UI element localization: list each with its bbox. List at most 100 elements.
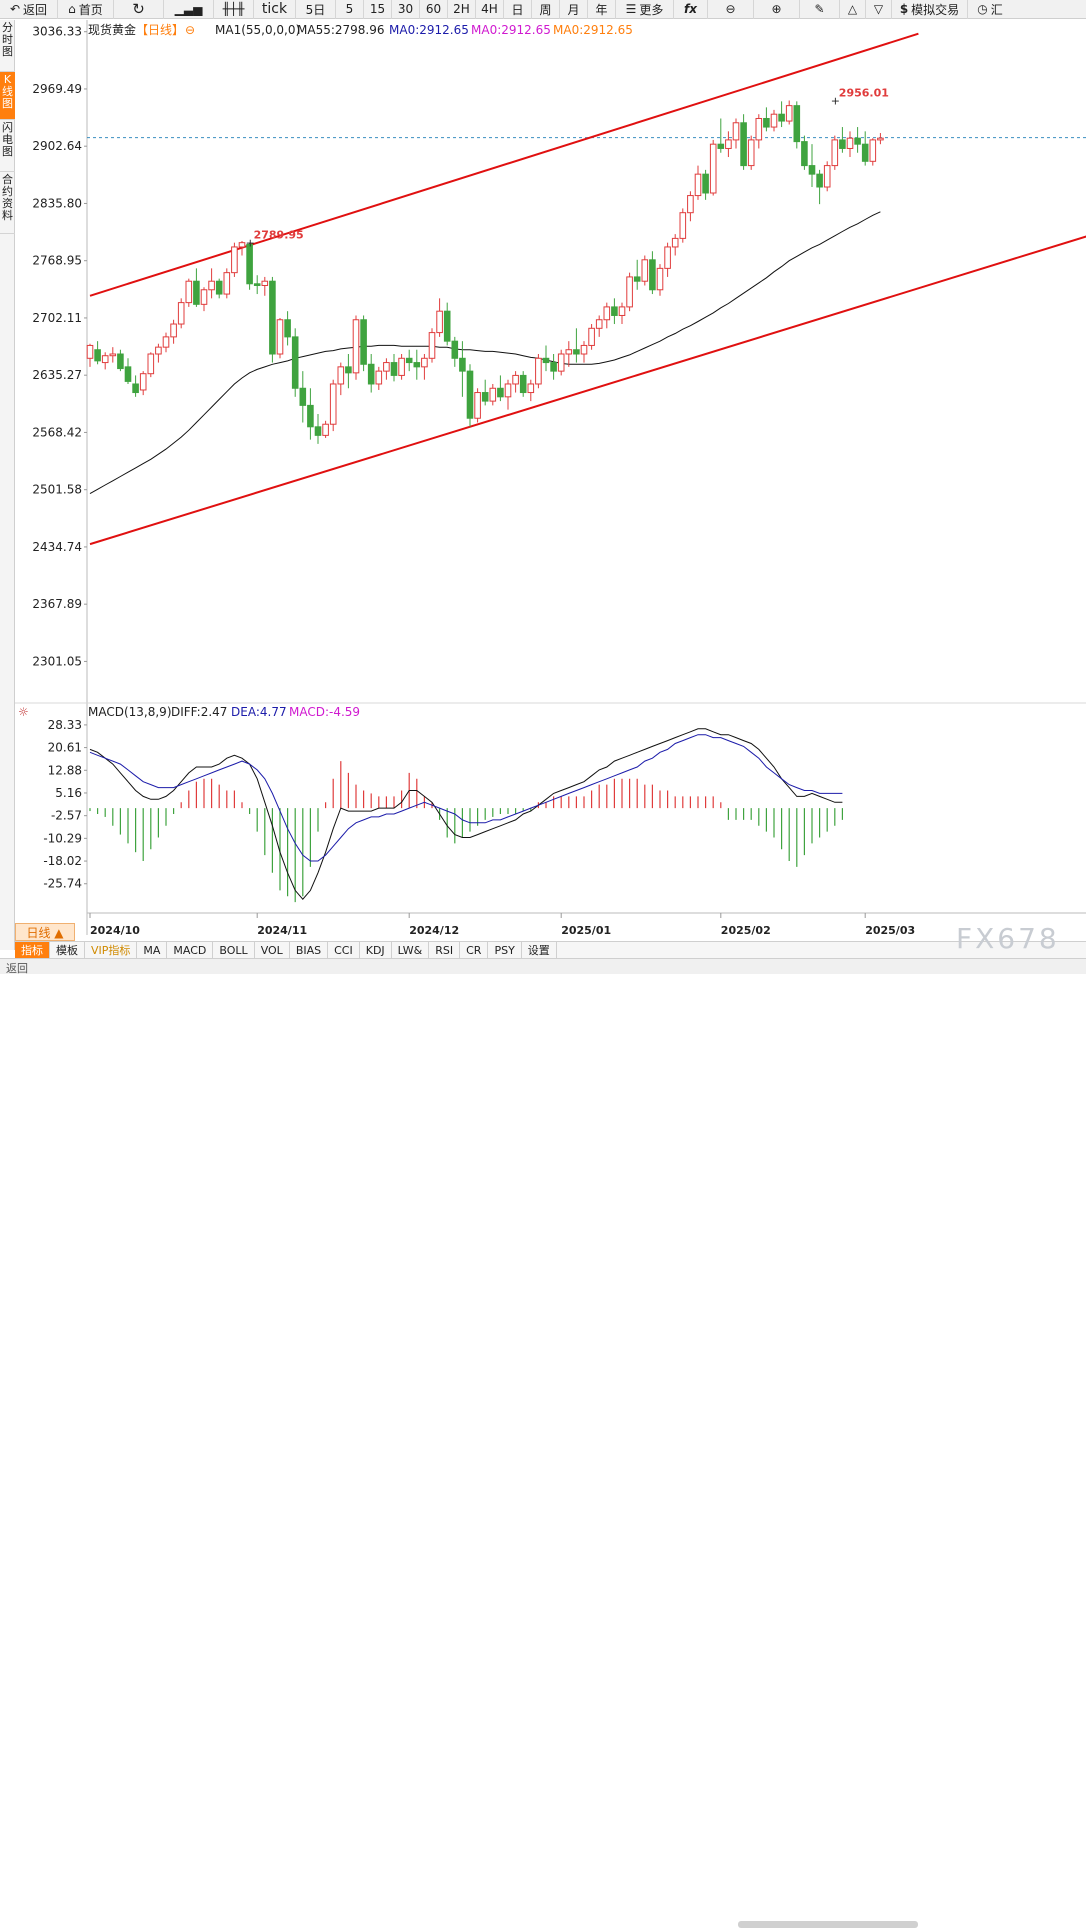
candle-body — [755, 117, 763, 141]
year-button[interactable]: 年 — [588, 0, 616, 19]
legend-period: 【日线】 — [136, 23, 184, 37]
tab-indicator-6[interactable]: VOL — [255, 941, 290, 959]
candle-body — [611, 306, 618, 316]
watermark-text: FX678 — [956, 922, 1060, 955]
candle-body — [269, 280, 276, 355]
tab-indicator-8[interactable]: CCI — [328, 941, 360, 959]
pencil-icon: ✎ — [814, 2, 825, 16]
candle-type-button[interactable]: ╫┼╫ — [214, 0, 254, 19]
tab-indicator-9[interactable]: KDJ — [360, 941, 392, 959]
period-selector[interactable]: 日线 ▲ — [15, 923, 75, 941]
tab-indicator-2[interactable]: VIP指标 — [85, 941, 138, 959]
candle-body — [725, 139, 732, 149]
tab-indicator-12[interactable]: CR — [460, 941, 489, 959]
candle-body — [763, 117, 770, 128]
candle-body — [170, 323, 177, 338]
candle-body — [109, 353, 117, 357]
m15-button[interactable]: 15 — [364, 0, 392, 19]
up-marker-button[interactable]: △ — [840, 0, 866, 19]
candle-body — [740, 122, 747, 167]
candle-body — [200, 289, 208, 305]
sidebar-item-contract[interactable]: 合约资料 — [0, 172, 15, 234]
candle-body — [854, 137, 861, 145]
down-marker-button[interactable]: ▽ — [866, 0, 892, 19]
home-button[interactable]: ⌂ 首页 — [58, 0, 114, 19]
h4-button[interactable]: 4H — [476, 0, 504, 19]
candle — [459, 341, 466, 397]
m60-button[interactable]: 60 — [420, 0, 448, 19]
more-button[interactable]: ☰ 更多 — [616, 0, 674, 19]
back-button[interactable]: ↶ 返回 — [0, 0, 58, 19]
tab-indicator-3[interactable]: MA — [137, 941, 168, 959]
zoom-out-button[interactable]: ⊖ — [708, 0, 754, 19]
watermark-logo: FX678 — [956, 922, 1060, 955]
candle-body — [215, 280, 223, 295]
macd-settings-icon[interactable]: ☼ — [18, 705, 29, 719]
sidebar-item-timeshare[interactable]: 分时图 — [0, 20, 15, 72]
sidebar-item-flash[interactable]: 闪电图 — [0, 120, 15, 172]
tab-indicator-1[interactable]: 模板 — [50, 941, 85, 959]
exchange-button[interactable]: ◷ 汇 — [968, 0, 1012, 19]
macd-panel: 28.33 20.61 12.88 5.16 -2.57 -10.29 -18.02 -25.… — [15, 702, 1086, 903]
sim-trade-button[interactable]: $ 模拟交易 — [892, 0, 968, 19]
five-day-button[interactable]: 5日 — [296, 0, 336, 19]
candle-body — [284, 319, 291, 338]
legend-collapse-icon[interactable]: ⊖ — [185, 23, 195, 37]
horizontal-scrollbar[interactable] — [738, 1921, 918, 1928]
zoom-in-button[interactable]: ⊕ — [754, 0, 800, 19]
m5-button[interactable]: 5 — [336, 0, 364, 19]
formula-button[interactable]: fx — [674, 0, 708, 19]
back-label: 返回 — [23, 2, 48, 17]
sidebar-item-kline[interactable]: K线图 — [0, 72, 15, 120]
y-tick-label: 2635.27 — [32, 368, 82, 382]
tab-indicator-10[interactable]: LW& — [392, 941, 430, 959]
candle — [276, 318, 284, 359]
sidebar-item-label: 合约资料 — [2, 173, 13, 222]
high-price-label: 2956.01 — [839, 86, 889, 99]
candle-body — [329, 383, 337, 425]
tick-button[interactable]: tick — [254, 0, 296, 19]
candle-body — [778, 113, 785, 122]
tab-indicator-7[interactable]: BIAS — [290, 941, 329, 959]
candle-body — [839, 139, 846, 149]
tab-indicator-0[interactable]: 指标 — [15, 941, 50, 959]
tab-label: RSI — [435, 943, 454, 957]
draw-button[interactable]: ✎ — [800, 0, 840, 19]
chart-area[interactable]: 现货黄金 【日线】 ⊖ MA1(55,0,0,0) MA55:2798.96 M… — [0, 20, 1086, 941]
candle — [185, 278, 193, 307]
macd-legend-macd: MACD:-4.59 — [289, 705, 360, 719]
candle — [664, 242, 671, 277]
tab-indicator-11[interactable]: RSI — [429, 941, 461, 959]
tab-label: 设置 — [527, 944, 550, 957]
week-button[interactable]: 周 — [532, 0, 560, 19]
m30-button[interactable]: 30 — [392, 0, 420, 19]
y-tick-label: 2902.64 — [32, 139, 82, 153]
tab-indicator-4[interactable]: MACD — [167, 941, 214, 959]
candle-body — [94, 349, 101, 362]
candle-body — [307, 404, 314, 428]
candle-body — [679, 212, 687, 239]
candle — [291, 328, 299, 397]
month-button[interactable]: 月 — [560, 0, 588, 19]
candle — [253, 275, 261, 295]
candle-body — [687, 195, 694, 214]
tab-indicator-13[interactable]: PSY — [488, 941, 522, 959]
tab-indicator-14[interactable]: 设置 — [522, 941, 557, 959]
sidebar-item-label: 闪电图 — [2, 121, 13, 158]
macd-legend-dea: DEA:4.77 — [231, 705, 287, 719]
y-tick-label: 2969.49 — [32, 82, 82, 96]
tab-label: MACD — [173, 943, 207, 957]
day-button[interactable]: 日 — [504, 0, 532, 19]
candle-body — [459, 357, 466, 372]
tab-label: KDJ — [365, 943, 385, 957]
tab-indicator-5[interactable]: BOLL — [213, 941, 255, 959]
candle — [747, 135, 755, 170]
chart-type-button[interactable]: ▁▃▅ — [164, 0, 214, 19]
candle — [801, 135, 808, 170]
candle — [193, 268, 200, 307]
tab-label: CR — [466, 943, 482, 957]
h2-button[interactable]: 2H — [448, 0, 476, 19]
refresh-button[interactable]: ↻ — [114, 0, 164, 19]
candle-body — [709, 143, 717, 194]
candle — [329, 379, 337, 432]
